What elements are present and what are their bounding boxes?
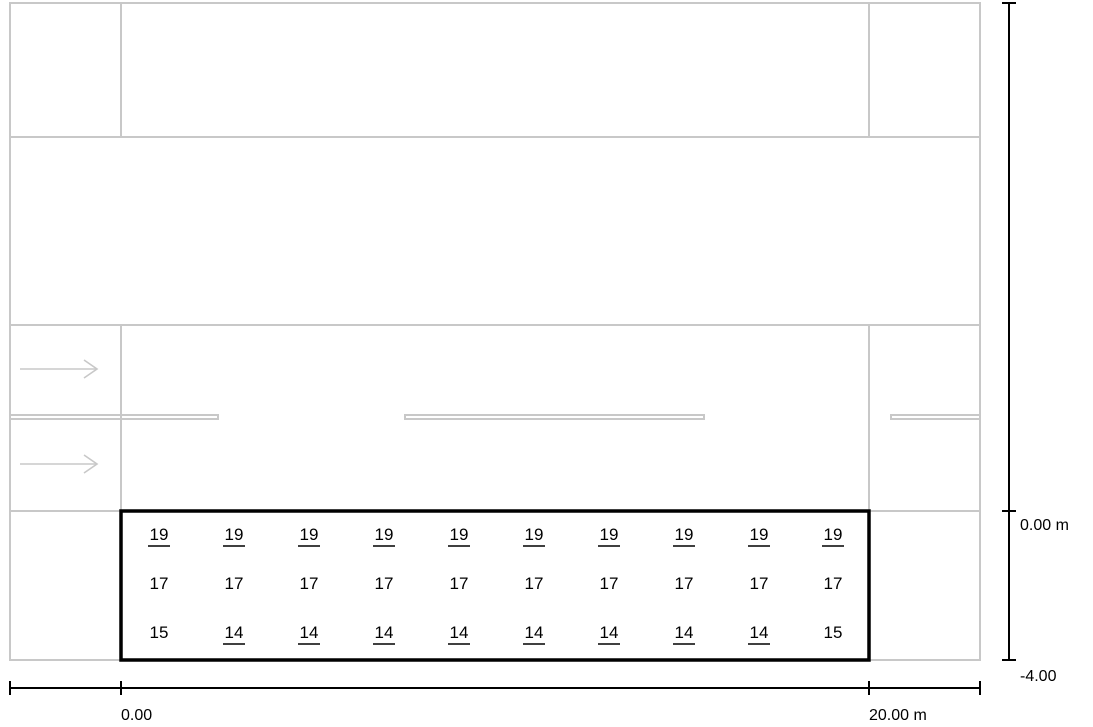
lane-marking-dash	[9, 414, 219, 420]
illuminance-value: 19	[150, 525, 169, 544]
illuminance-value: 19	[300, 525, 319, 544]
road-layout	[9, 2, 981, 661]
illuminance-value: 19	[450, 525, 469, 544]
illuminance-value: 17	[600, 574, 619, 593]
illuminance-value: 19	[225, 525, 244, 544]
illuminance-values: 19 19 19 19 19 19 19 19 19 19 17 17 17 17 17 17 17 17 17 17…	[148, 525, 844, 645]
arrow-right-icon	[20, 454, 99, 474]
y-bottom-label: -4.00	[1020, 668, 1057, 685]
illuminance-value: 19	[525, 525, 544, 544]
lane-marking-dash	[404, 414, 705, 420]
lane-arrows	[20, 359, 99, 474]
illuminance-value: 17	[225, 574, 244, 593]
illuminance-value: 19	[375, 525, 394, 544]
road-outline	[9, 2, 981, 661]
lane-marking-dash	[890, 414, 981, 420]
illuminance-value: 19	[675, 525, 694, 544]
illuminance-value: 14	[750, 623, 769, 642]
illuminance-value: 14	[375, 623, 394, 642]
illuminance-value: 14	[675, 623, 694, 642]
illuminance-value: 19	[750, 525, 769, 544]
illuminance-value: 17	[450, 574, 469, 593]
illuminance-value: 19	[824, 525, 843, 544]
arrow-right-icon	[20, 359, 99, 379]
x-end-label: 20.00 m	[869, 707, 927, 724]
illuminance-value: 15	[150, 623, 169, 642]
illuminance-value: 15	[824, 623, 843, 642]
illuminance-value: 19	[600, 525, 619, 544]
y-top-label: 0.00 m	[1020, 517, 1069, 534]
illuminance-value: 14	[450, 623, 469, 642]
illuminance-value: 17	[375, 574, 394, 593]
illuminance-value: 14	[525, 623, 544, 642]
illuminance-value: 17	[300, 574, 319, 593]
illuminance-value: 17	[525, 574, 544, 593]
x-start-label: 0.00	[121, 707, 152, 724]
illuminance-value: 17	[675, 574, 694, 593]
illuminance-value: 14	[600, 623, 619, 642]
illuminance-value: 17	[750, 574, 769, 593]
illuminance-value: 14	[225, 623, 244, 642]
dimension-lines	[9, 2, 1016, 695]
calculation-field-border	[119, 509, 871, 662]
illuminance-value: 17	[150, 574, 169, 593]
illuminance-value: 17	[824, 574, 843, 593]
illuminance-value: 14	[300, 623, 319, 642]
